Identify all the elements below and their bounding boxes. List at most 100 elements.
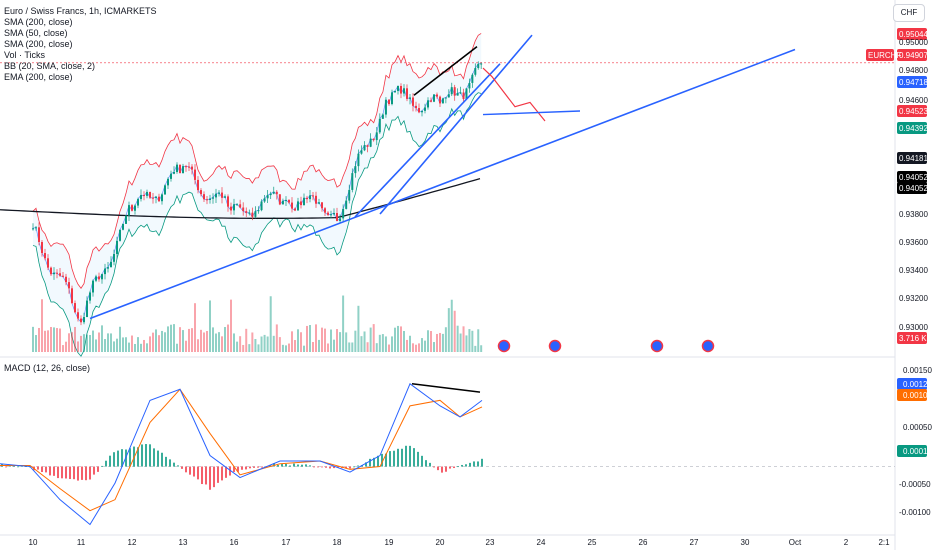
volume-bar: [116, 338, 118, 352]
candle-body: [394, 90, 396, 93]
indicator-sma50[interactable]: SMA (50, close): [4, 28, 68, 38]
volume-bar: [333, 339, 335, 352]
candle-body: [444, 97, 447, 99]
time-axis-label: Oct: [789, 538, 802, 547]
macd-hist-bar: [405, 445, 407, 467]
price-axis-label: 0.94800: [899, 66, 928, 75]
volume-bar: [200, 329, 202, 352]
macd-hist-bar: [369, 458, 371, 467]
candle-body: [170, 173, 172, 179]
volume-bar: [468, 329, 471, 352]
currency-button[interactable]: CHF: [893, 4, 925, 22]
candle-body: [131, 205, 133, 211]
candle-body: [384, 99, 387, 115]
volume-bar: [372, 324, 375, 352]
macd-hist-bar: [141, 444, 143, 467]
candle-body: [41, 242, 43, 254]
volume-bar: [263, 334, 266, 352]
volume-bar: [433, 342, 435, 352]
candle-body: [206, 199, 208, 201]
volume-bar: [68, 333, 70, 352]
divergence-line-macd: [411, 383, 481, 393]
volume-bar: [74, 326, 76, 352]
candle-body: [453, 87, 456, 96]
macd-hist-bar: [425, 460, 427, 467]
volume-bar: [161, 330, 163, 352]
volume-bar: [92, 330, 94, 352]
time-axis-label: 16: [230, 538, 239, 547]
indicator-sma200[interactable]: SMA (200, close): [4, 17, 73, 27]
candle-body: [164, 185, 166, 195]
volume-bar: [53, 327, 55, 352]
candle-body: [424, 107, 426, 111]
macd-hist-bar: [269, 465, 271, 467]
volume-bar: [312, 342, 314, 352]
volume-bar: [248, 344, 251, 352]
macd-hist-bar: [45, 466, 47, 473]
volume-bar: [375, 343, 378, 352]
candle-body: [345, 200, 348, 209]
candle-body: [161, 194, 163, 202]
volume-bar: [421, 338, 423, 352]
volume-bar: [257, 344, 260, 352]
candle-body: [68, 282, 70, 289]
candle-body: [56, 272, 58, 274]
candle-body: [140, 195, 142, 200]
candle-body: [209, 198, 211, 200]
volume-bar: [77, 341, 79, 352]
candle-body: [477, 63, 480, 69]
macd-hist-bar: [345, 466, 347, 469]
candle-body: [134, 205, 136, 211]
candle-body: [388, 99, 390, 105]
volume-bar: [321, 327, 323, 352]
candle-body: [471, 74, 474, 83]
macd-hist-bar: [225, 466, 227, 478]
volume-bar: [477, 329, 480, 352]
macd-hist-bar: [61, 466, 63, 479]
volume-bar: [306, 325, 308, 352]
volume-bar: [35, 335, 37, 352]
volume-bar: [471, 330, 474, 352]
candle-body: [348, 189, 351, 201]
macd-hist-bar: [53, 466, 55, 476]
volume-bar: [381, 334, 384, 352]
volume-bar: [137, 337, 139, 352]
macd-hist-bar: [457, 466, 459, 468]
volume-bar: [170, 324, 172, 352]
candle-body: [236, 204, 239, 206]
candle-body: [415, 105, 417, 109]
indicator-volume[interactable]: Vol · Ticks: [4, 50, 46, 60]
candle-body: [333, 213, 335, 215]
indicator-bb[interactable]: BB (20, SMA, close, 2): [4, 61, 96, 71]
volume-bar: [134, 343, 136, 352]
candle-body: [122, 223, 124, 230]
volume-bar: [41, 299, 43, 352]
macd-hist-bar: [393, 450, 395, 467]
macd-hist-bar: [217, 466, 219, 483]
volume-bar: [191, 328, 193, 352]
macd-hist-bar: [409, 445, 411, 467]
candle-body: [372, 138, 375, 141]
macd-legend[interactable]: MACD (12, 26, close): [4, 363, 91, 373]
candle-body: [194, 169, 196, 180]
candle-body: [233, 204, 235, 211]
volume-bar: [152, 332, 154, 352]
indicator-sma200-2[interactable]: SMA (200, close): [4, 39, 73, 49]
price-axis-label: 0.94523: [899, 107, 928, 116]
macd-hist-bar: [353, 466, 355, 468]
macd-hist-bar: [5, 466, 7, 468]
candle-body: [86, 300, 88, 318]
candle-body: [143, 195, 145, 197]
volume-bar: [397, 325, 399, 352]
volume-bar: [98, 332, 100, 352]
macd-axis-label: 0.00108: [903, 391, 932, 400]
macd-hist-bar: [69, 466, 71, 480]
volume-bar: [415, 344, 417, 352]
macd-hist-bar: [285, 463, 287, 467]
candle-body: [303, 197, 305, 206]
indicator-ema200[interactable]: EMA (200, close): [4, 72, 73, 82]
volume-bar: [209, 300, 211, 352]
candle-body: [363, 145, 366, 151]
macd-hist-bar: [89, 466, 91, 480]
macd-hist-bar: [249, 466, 251, 469]
